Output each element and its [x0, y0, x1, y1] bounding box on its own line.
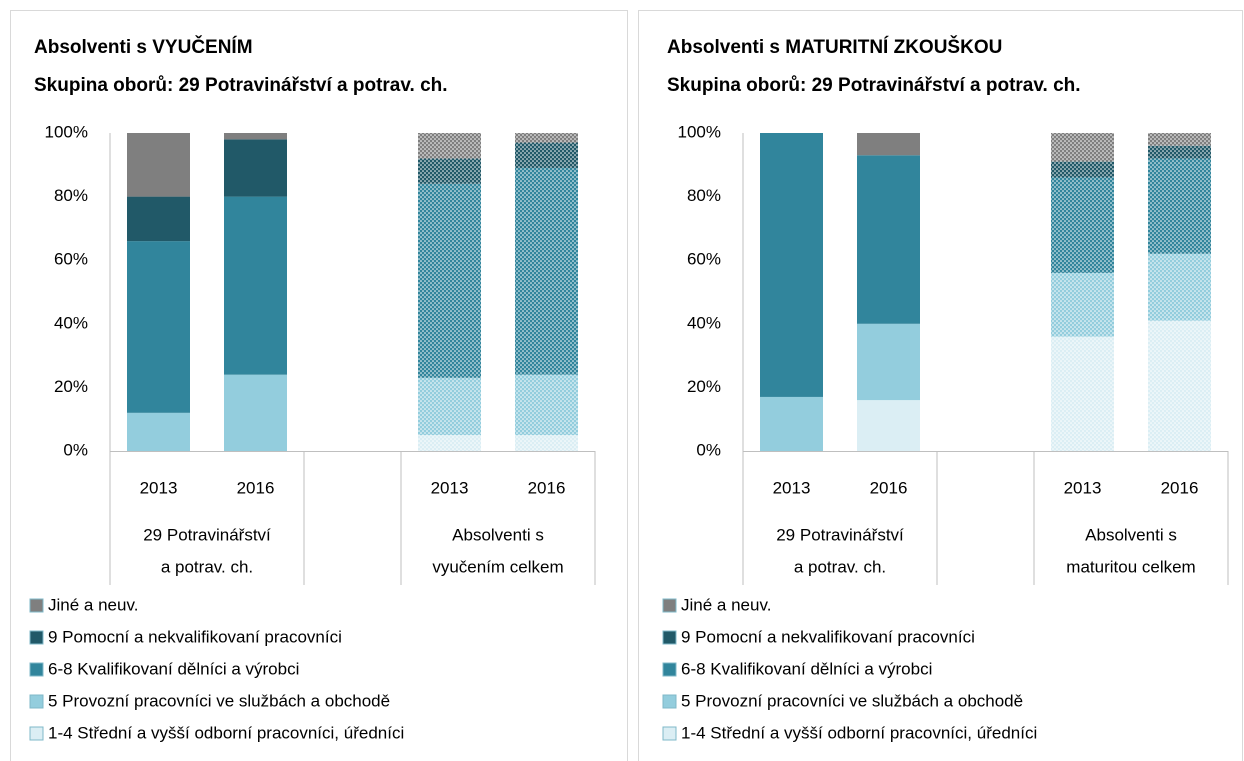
bar-segment [515, 374, 578, 436]
bar-segment [224, 196, 287, 375]
legend-marker [29, 662, 44, 677]
y-tick-label: 80% [687, 186, 721, 205]
bar-segment [418, 377, 481, 436]
x-tick-label: 2016 [528, 478, 566, 497]
legend-label: 9 Pomocní a nekvalifikovaní pracovníci [48, 627, 342, 646]
bar-segment [1051, 336, 1114, 451]
y-tick-label: 40% [54, 313, 88, 332]
y-tick-label: 100% [678, 122, 721, 141]
bar-segment [127, 412, 190, 451]
y-tick-label: 60% [54, 250, 88, 269]
y-tick-label: 80% [54, 186, 88, 205]
bar-segment [857, 133, 920, 156]
group-label: 29 Potravinářství [776, 525, 904, 544]
legend-label: 1-4 Střední a vyšší odborní pracovníci, … [681, 723, 1037, 742]
group-label: a potrav. ch. [161, 557, 253, 576]
y-tick-label: 40% [687, 313, 721, 332]
bar-segment [127, 133, 190, 197]
bar-segment [418, 183, 481, 378]
bar-segment [1148, 320, 1211, 451]
chart-title: Absolventi s MATURITNÍ ZKOUŠKOU [667, 36, 1002, 58]
group-label: Absolventi s [1085, 525, 1177, 544]
x-tick-label: 2016 [870, 478, 908, 497]
legend-label: 6-8 Kvalifikovaní dělníci a výrobci [681, 659, 932, 678]
legend-label: 6-8 Kvalifikovaní dělníci a výrobci [48, 659, 299, 678]
legend-marker [29, 598, 44, 613]
y-tick-label: 0% [696, 440, 721, 459]
group-label: 29 Potravinářství [143, 525, 271, 544]
y-tick-label: 0% [63, 440, 88, 459]
legend-label: 1-4 Střední a vyšší odborní pracovníci, … [48, 723, 404, 742]
panel-border [10, 10, 628, 761]
legend-label: Jiné a neuv. [48, 595, 138, 614]
bar-segment [857, 400, 920, 451]
bar-segment [127, 196, 190, 242]
bar-segment [1148, 145, 1211, 159]
x-tick-label: 2016 [1161, 478, 1199, 497]
group-label: maturitou celkem [1066, 557, 1195, 576]
legend-label: 9 Pomocní a nekvalifikovaní pracovníci [681, 627, 975, 646]
y-tick-label: 60% [687, 250, 721, 269]
bar-segment [1051, 161, 1114, 178]
bar-segment [224, 374, 287, 451]
bar-segment [418, 158, 481, 184]
y-tick-label: 100% [45, 122, 88, 141]
bar-segment [857, 323, 920, 401]
bar-segment [1051, 133, 1114, 162]
x-tick-label: 2013 [431, 478, 469, 497]
bar-segment [127, 241, 190, 413]
bar-segment [857, 155, 920, 324]
legend-marker [29, 694, 44, 709]
y-tick-label: 20% [54, 377, 88, 396]
bar-segment [1148, 253, 1211, 321]
chart-subtitle: Skupina oborů: 29 Potravinářství a potra… [667, 75, 1081, 96]
bar-segment [1051, 272, 1114, 337]
bar-segment [515, 435, 578, 451]
bar-segment [418, 133, 481, 159]
bar-segment [418, 435, 481, 451]
legend-label: 5 Provozní pracovníci ve službách a obch… [48, 691, 390, 710]
chart-subtitle: Skupina oborů: 29 Potravinářství a potra… [34, 75, 448, 96]
bar-segment [515, 167, 578, 375]
group-label: vyučením celkem [432, 557, 563, 576]
x-tick-label: 2013 [773, 478, 811, 497]
legend-label: 5 Provozní pracovníci ve službách a obch… [681, 691, 1023, 710]
x-tick-label: 2016 [237, 478, 275, 497]
bar-segment [515, 133, 578, 143]
bar-segment [1051, 177, 1114, 273]
x-tick-label: 2013 [140, 478, 178, 497]
bar-segment [224, 139, 287, 197]
bar-segment [515, 142, 578, 168]
bar-segment [760, 396, 823, 451]
legend-marker [662, 726, 677, 741]
bar-segment [760, 133, 823, 397]
panel-border [638, 10, 1243, 761]
x-tick-label: 2013 [1064, 478, 1102, 497]
bar-segment [1148, 158, 1211, 254]
bar-segment [224, 133, 287, 140]
legend-marker [662, 630, 677, 645]
legend-marker [29, 630, 44, 645]
legend-marker [662, 662, 677, 677]
y-tick-label: 20% [687, 377, 721, 396]
group-label: Absolventi s [452, 525, 544, 544]
group-label: a potrav. ch. [794, 557, 886, 576]
legend-marker [662, 598, 677, 613]
bar-segment [1148, 133, 1211, 146]
legend-marker [29, 726, 44, 741]
legend-marker [662, 694, 677, 709]
legend-label: Jiné a neuv. [681, 595, 771, 614]
chart-title: Absolventi s VYUČENÍM [34, 36, 253, 58]
